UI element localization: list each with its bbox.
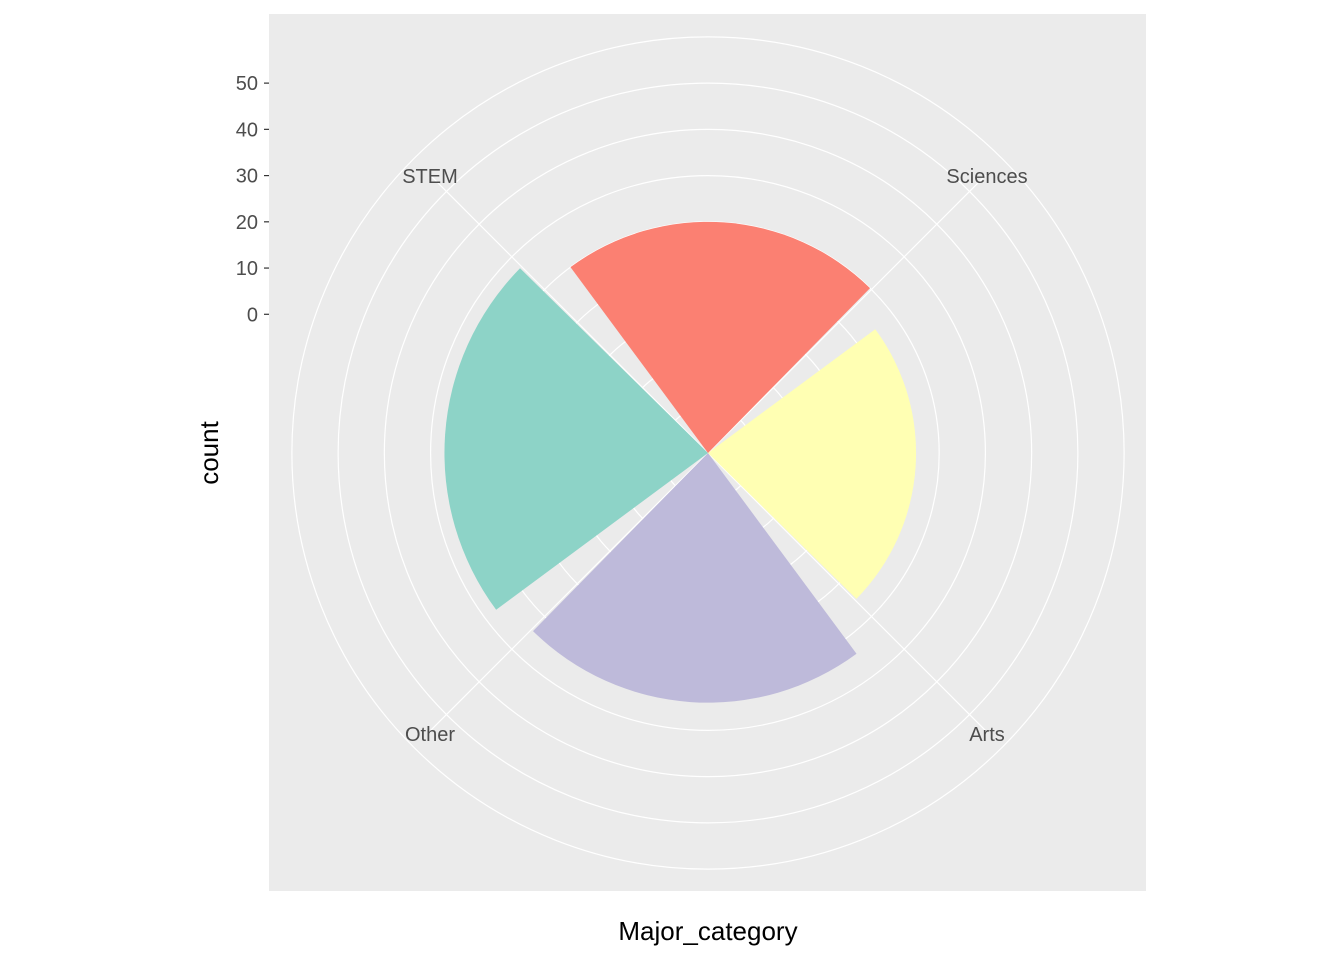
category-label-sciences: Sciences [946,166,1027,188]
y-tick-label: 50 [236,73,258,95]
category-label-other: Other [405,724,455,746]
radial-gridline [291,36,1125,870]
radial-gridline [429,174,987,732]
angular-gridline [707,452,987,732]
x-axis-title: Major_category [618,916,797,946]
y-tick-label: 30 [236,166,258,188]
wedge-stem [570,221,871,453]
angular-gridline [429,452,709,732]
y-tick-label: 40 [236,119,258,141]
wedge-other [533,453,857,703]
wedge-sciences [444,268,708,610]
radial-gridline [383,128,1033,778]
angular-gridline [707,174,987,454]
y-tick-label: 0 [247,304,258,326]
y-tick-label: 10 [236,258,258,280]
radial-gridline [337,82,1079,824]
wedge-arts [708,329,917,599]
y-tick-label: 20 [236,212,258,234]
y-axis-title: count [194,420,224,484]
angular-gridline [429,174,709,454]
wedge-layer [444,221,917,703]
category-label-stem: STEM [402,166,458,188]
category-label-arts: Arts [969,724,1005,746]
y-axis: 0 10 20 30 40 50 [236,73,269,326]
category-labels: Arts Other Sciences STEM [402,166,1027,746]
